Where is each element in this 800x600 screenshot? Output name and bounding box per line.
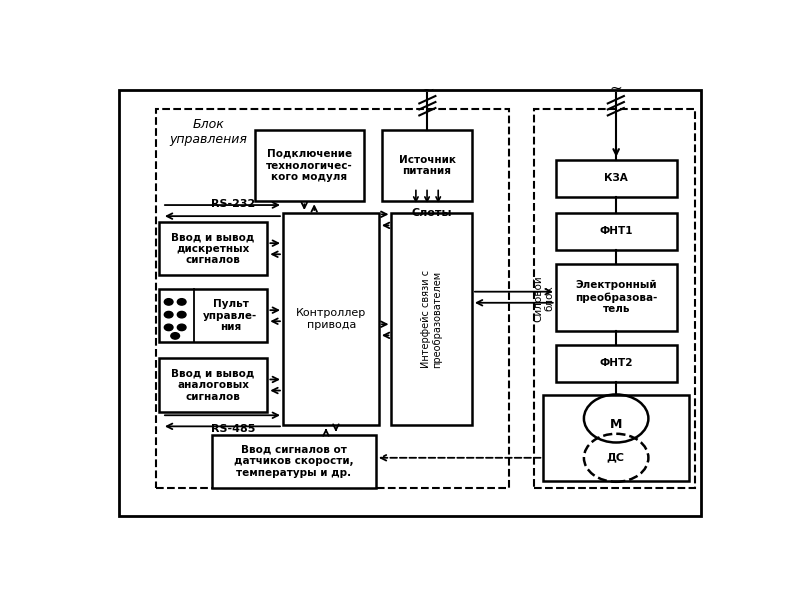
Bar [283,213,379,425]
Text: Ввод и вывод
аналоговых
сигналов: Ввод и вывод аналоговых сигналов [171,368,255,401]
Bar [211,434,376,488]
Text: ДС: ДС [607,453,625,463]
Bar [543,395,689,481]
Bar [159,358,267,412]
Bar [159,222,267,275]
Bar [556,344,677,382]
Circle shape [178,299,186,305]
Circle shape [164,299,173,305]
Bar [556,213,677,250]
Circle shape [164,311,173,318]
Text: Подключение
технологичес-
кого модуля: Подключение технологичес- кого модуля [266,149,353,182]
Text: Контроллер
привода: Контроллер привода [296,308,366,330]
Text: RS-232: RS-232 [211,199,255,209]
Bar [382,130,472,202]
Text: Источник
питания: Источник питания [398,155,455,176]
Text: ФНТ2: ФНТ2 [599,358,633,368]
Text: Ввод и вывод
дискретных
сигналов: Ввод и вывод дискретных сигналов [171,232,255,265]
Bar [156,109,509,488]
Circle shape [178,311,186,318]
Bar [159,289,267,342]
Text: ~: ~ [610,80,622,95]
Text: Пульт
управле-
ния: Пульт управле- ния [203,299,258,332]
Circle shape [171,332,179,339]
Circle shape [178,324,186,331]
Bar [556,264,677,331]
Bar [556,160,677,197]
Text: RS-485: RS-485 [211,424,255,434]
Text: Электронный
преобразова-
тель: Электронный преобразова- тель [575,280,658,314]
Bar [534,109,695,488]
Bar [255,130,363,202]
Text: Слоты: Слоты [411,208,452,218]
Text: Блок
управления: Блок управления [170,118,247,146]
Bar [391,213,472,425]
Text: ~: ~ [421,83,434,98]
Circle shape [164,324,173,331]
Text: Ввод сигналов от
датчиков скорости,
температуры и др.: Ввод сигналов от датчиков скорости, темп… [234,445,354,478]
Text: М: М [610,418,622,431]
Text: ФНТ1: ФНТ1 [599,226,633,236]
Text: КЗА: КЗА [604,173,628,183]
Text: Интерфейс связи с
преобразователем: Интерфейс связи с преобразователем [421,270,442,368]
Text: Силовой
блок: Силовой блок [533,275,554,322]
